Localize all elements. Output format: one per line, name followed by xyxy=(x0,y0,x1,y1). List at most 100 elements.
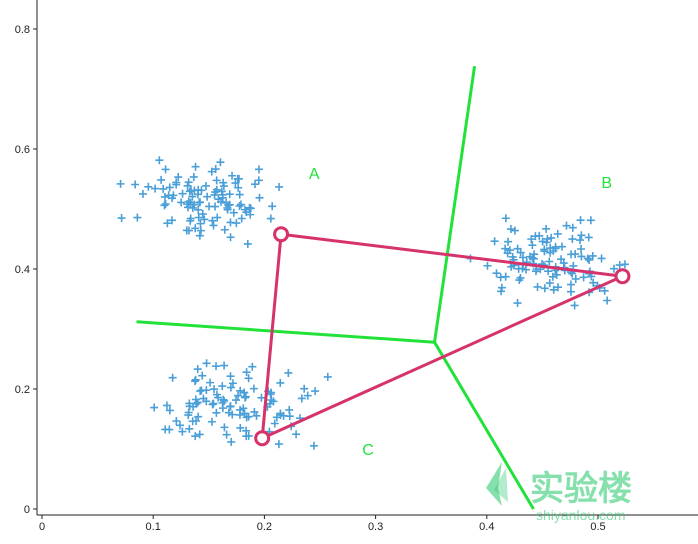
data-point-A xyxy=(187,186,196,195)
x-tick-label: 0 xyxy=(39,521,45,533)
data-point-A xyxy=(138,189,147,198)
data-point-A xyxy=(194,213,203,222)
data-point-B xyxy=(490,237,499,246)
data-point-C xyxy=(150,403,159,412)
data-point-B xyxy=(577,231,586,240)
y-tick-label: 0.6 xyxy=(15,144,30,156)
data-point-C xyxy=(193,365,202,374)
boundary-top xyxy=(433,65,477,343)
data-point-A xyxy=(193,190,202,199)
data-point-C xyxy=(300,384,309,393)
data-point-C xyxy=(222,430,231,439)
data-point-C xyxy=(309,441,318,450)
data-point-B xyxy=(543,234,552,243)
centroid-C xyxy=(254,430,271,447)
data-point-A xyxy=(177,198,186,207)
centroid-B xyxy=(614,268,631,285)
data-point-C xyxy=(172,416,181,425)
cluster-labels: A B C xyxy=(309,166,612,459)
data-point-A xyxy=(234,183,243,192)
data-point-A xyxy=(117,214,126,223)
data-point-B xyxy=(528,241,537,250)
data-point-C xyxy=(242,368,251,377)
data-point-B xyxy=(531,232,540,241)
data-point-A xyxy=(251,180,260,189)
data-point-B xyxy=(553,283,562,292)
data-point-A xyxy=(268,202,277,211)
data-point-B xyxy=(571,274,580,283)
data-point-A xyxy=(233,174,242,183)
x-tick-label: 0.4 xyxy=(479,521,494,533)
data-point-A xyxy=(165,183,174,192)
y-tick-label: 0.4 xyxy=(15,264,30,276)
data-point-C xyxy=(257,393,266,402)
data-point-B xyxy=(540,245,549,254)
data-point-A xyxy=(191,162,200,171)
data-point-B xyxy=(588,251,597,260)
data-point-A xyxy=(155,156,164,165)
data-point-C xyxy=(220,423,229,432)
data-point-C xyxy=(249,384,258,393)
data-point-C xyxy=(236,386,245,395)
data-point-B xyxy=(620,260,629,269)
data-point-B xyxy=(513,244,522,253)
data-point-A xyxy=(216,158,225,167)
watermark-text-url: shiyanlou.com xyxy=(536,507,626,523)
boundary-bottom xyxy=(433,341,535,510)
data-point-C xyxy=(285,405,294,414)
data-point-C xyxy=(240,388,249,397)
data-point-A xyxy=(188,192,197,201)
data-point-A xyxy=(223,205,232,214)
data-point-C xyxy=(191,375,200,384)
data-point-C xyxy=(185,399,194,408)
data-point-A xyxy=(133,213,142,222)
data-point-A xyxy=(211,188,220,197)
data-point-C xyxy=(279,411,288,420)
data-point-C xyxy=(207,417,216,426)
data-point-C xyxy=(220,361,229,370)
data-point-C xyxy=(193,398,202,407)
data-point-A xyxy=(235,202,244,211)
data-point-C xyxy=(191,432,200,441)
data-point-B xyxy=(570,301,579,310)
data-point-A xyxy=(198,210,207,219)
data-point-B xyxy=(516,273,525,282)
data-point-C xyxy=(323,372,332,381)
data-point-B xyxy=(507,262,516,271)
data-point-C xyxy=(270,419,279,428)
x-tick-label: 0.1 xyxy=(146,521,161,533)
data-point-C xyxy=(236,405,245,414)
data-point-B xyxy=(510,226,519,235)
data-point-B xyxy=(586,216,595,225)
data-point-A xyxy=(183,181,192,190)
data-point-C xyxy=(212,408,221,417)
data-point-C xyxy=(227,437,236,446)
data-point-B xyxy=(566,280,575,289)
data-point-B xyxy=(538,237,547,246)
data-point-A xyxy=(237,214,246,223)
data-point-B xyxy=(553,229,562,238)
data-point-A xyxy=(131,180,140,189)
data-point-C xyxy=(185,424,194,433)
data-point-C xyxy=(176,421,185,430)
centroid-link xyxy=(260,234,283,439)
y-tick-label: 0.8 xyxy=(15,24,30,36)
data-point-A xyxy=(207,167,216,176)
data-point-B xyxy=(577,245,586,254)
data-point-A xyxy=(219,178,228,187)
data-point-B xyxy=(584,233,593,242)
data-point-C xyxy=(226,372,235,381)
data-point-C xyxy=(284,368,293,377)
data-point-A xyxy=(236,200,245,209)
data-point-B xyxy=(519,253,528,262)
data-point-C xyxy=(242,426,251,435)
data-point-A xyxy=(161,165,170,174)
data-point-B xyxy=(585,255,594,264)
data-point-A xyxy=(243,239,252,248)
data-point-A xyxy=(220,225,229,234)
data-point-C xyxy=(311,387,320,396)
data-point-C xyxy=(165,406,174,415)
data-point-C xyxy=(192,399,201,408)
y-tick-label: 0.2 xyxy=(15,384,30,396)
data-point-B xyxy=(540,284,549,293)
